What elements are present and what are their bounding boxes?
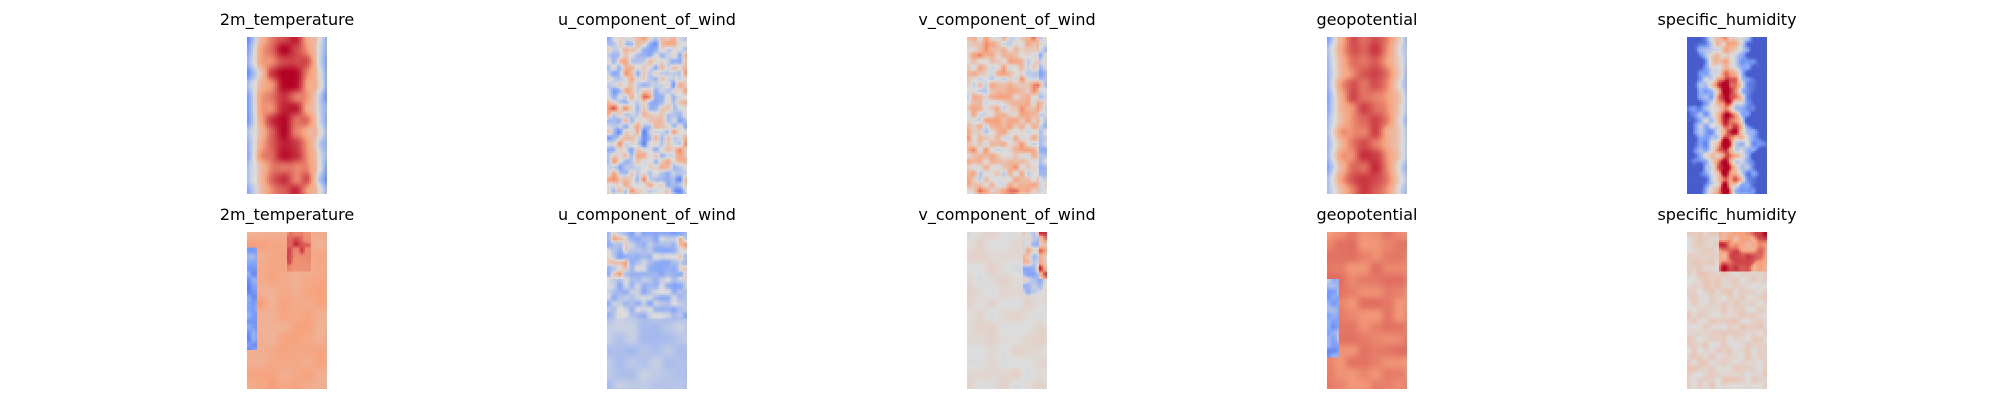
panel-title: geopotential	[1316, 205, 1418, 224]
heatmap-image	[607, 232, 687, 389]
heatmap-panel-r2-c4: geopotential	[1317, 205, 1417, 389]
panel-title: specific_humidity	[1657, 205, 1797, 224]
panel-title: geopotential	[1316, 10, 1418, 29]
panel-title: 2m_temperature	[219, 10, 355, 29]
heatmap-panel-r2-c2: u_component_of_wind	[558, 205, 736, 389]
heatmap-image	[1327, 232, 1407, 389]
heatmap-panel-r1-c5: specific_humidity	[1657, 10, 1797, 194]
heatmap-image	[1687, 37, 1767, 194]
heatmap-image	[247, 232, 327, 389]
heatmap-panel-r1-c1: 2m_temperature	[220, 10, 354, 194]
heatmap-panel-r2-c5: specific_humidity	[1657, 205, 1797, 389]
heatmap-image	[607, 37, 687, 194]
panel-title: 2m_temperature	[219, 205, 355, 224]
heatmap-panel-r2-c1: 2m_temperature	[220, 205, 354, 389]
heatmap-image	[1327, 37, 1407, 194]
heatmap-panel-r1-c2: u_component_of_wind	[558, 10, 736, 194]
heatmap-panel-r1-c4: geopotential	[1317, 10, 1417, 194]
heatmap-panel-r2-c3: v_component_of_wind	[918, 205, 1096, 389]
panel-title: u_component_of_wind	[558, 205, 736, 224]
heatmap-panel-r1-c3: v_component_of_wind	[918, 10, 1096, 194]
panel-title: u_component_of_wind	[558, 10, 736, 29]
heatmap-image	[1687, 232, 1767, 389]
panel-title: v_component_of_wind	[918, 205, 1096, 224]
panel-title: specific_humidity	[1657, 10, 1797, 29]
heatmap-image	[247, 37, 327, 194]
panel-title: v_component_of_wind	[918, 10, 1096, 29]
heatmap-image	[967, 37, 1047, 194]
heatmap-image	[967, 232, 1047, 389]
